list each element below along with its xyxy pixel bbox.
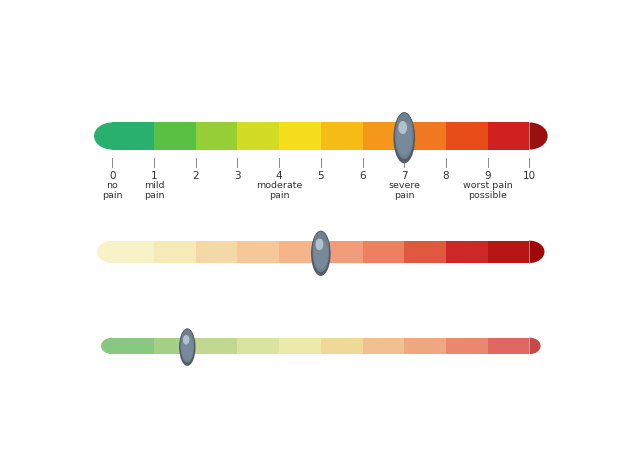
Ellipse shape xyxy=(316,238,324,250)
Bar xyxy=(237,123,279,149)
Ellipse shape xyxy=(182,335,193,360)
Bar xyxy=(154,241,196,263)
Text: 2: 2 xyxy=(192,171,199,180)
Ellipse shape xyxy=(394,112,414,159)
Text: 6: 6 xyxy=(359,171,366,180)
Text: severe: severe xyxy=(388,180,420,190)
Ellipse shape xyxy=(314,239,328,269)
Bar xyxy=(112,337,154,354)
Bar xyxy=(404,337,446,354)
Ellipse shape xyxy=(183,335,190,345)
Ellipse shape xyxy=(311,231,331,276)
Text: pain: pain xyxy=(269,191,289,200)
Text: 4: 4 xyxy=(276,171,282,180)
Text: no: no xyxy=(106,180,118,190)
Bar xyxy=(196,123,237,149)
Bar xyxy=(237,337,279,354)
Bar xyxy=(321,337,362,354)
Text: pain: pain xyxy=(394,191,414,200)
Bar xyxy=(154,123,196,149)
Ellipse shape xyxy=(179,329,195,366)
Text: possible: possible xyxy=(468,191,507,200)
Text: moderate: moderate xyxy=(256,180,302,190)
Wedge shape xyxy=(101,337,112,354)
Bar xyxy=(279,241,321,263)
Bar xyxy=(154,337,196,354)
Bar xyxy=(196,241,237,263)
Text: pain: pain xyxy=(144,191,164,200)
Text: 0: 0 xyxy=(109,171,115,180)
Bar xyxy=(404,123,446,149)
Bar xyxy=(446,123,488,149)
Bar xyxy=(279,337,321,354)
Ellipse shape xyxy=(396,121,413,155)
Bar xyxy=(362,123,404,149)
Wedge shape xyxy=(530,337,541,354)
Text: 8: 8 xyxy=(443,171,449,180)
Ellipse shape xyxy=(393,112,415,163)
Text: mild: mild xyxy=(144,180,164,190)
Ellipse shape xyxy=(398,121,407,134)
Bar xyxy=(404,241,446,263)
Ellipse shape xyxy=(180,329,195,363)
Bar xyxy=(488,123,530,149)
Text: 9: 9 xyxy=(485,171,491,180)
Bar xyxy=(196,337,237,354)
Bar xyxy=(446,337,488,354)
Text: 5: 5 xyxy=(317,171,324,180)
Bar xyxy=(321,123,362,149)
Text: 10: 10 xyxy=(523,171,536,180)
Text: pain: pain xyxy=(102,191,123,200)
Bar xyxy=(112,123,154,149)
Bar xyxy=(237,241,279,263)
Bar xyxy=(321,241,362,263)
Bar xyxy=(279,123,321,149)
Ellipse shape xyxy=(312,231,329,273)
Bar xyxy=(488,337,530,354)
Bar xyxy=(362,241,404,263)
Wedge shape xyxy=(530,123,548,149)
Text: worst pain: worst pain xyxy=(463,180,513,190)
Text: 7: 7 xyxy=(401,171,408,180)
Wedge shape xyxy=(530,241,545,263)
Bar xyxy=(488,241,530,263)
Text: 1: 1 xyxy=(151,171,157,180)
Text: 3: 3 xyxy=(234,171,240,180)
Wedge shape xyxy=(94,123,112,149)
Bar xyxy=(362,337,404,354)
Wedge shape xyxy=(97,241,112,263)
Bar xyxy=(112,241,154,263)
Bar xyxy=(446,241,488,263)
